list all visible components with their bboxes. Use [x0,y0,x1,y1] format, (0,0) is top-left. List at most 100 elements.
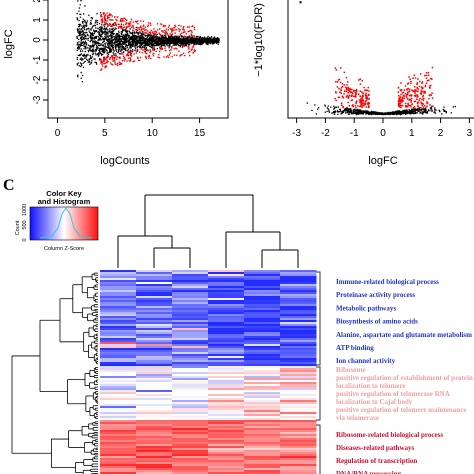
heatmap-cell [244,368,281,371]
heatmap-cell [136,344,173,347]
heatmap-cell [208,388,245,391]
heatmap-cell [208,390,245,393]
heatmap-cell [244,442,281,445]
heatmap-cell [280,402,317,405]
heatmap-cell [172,430,209,433]
heatmap-cell [136,270,173,273]
heatmap-cell [136,372,173,375]
heatmap-cell [100,294,137,297]
heatmap-cell [100,446,137,449]
heatmap-cell [280,420,317,423]
heatmap-cell [244,290,281,293]
heatmap-cell [136,392,173,395]
heatmap-cell [244,366,281,369]
heatmap-cell [136,316,173,319]
heatmap-cell [244,276,281,279]
heatmap-cell [136,354,173,357]
heatmap-cell [208,418,245,421]
heatmap-cell [244,470,281,473]
heatmap-cell [208,460,245,463]
heatmap-cell [208,274,245,277]
heatmap-cell [280,370,317,373]
heatmap-cell [280,454,317,457]
heatmap-cell [280,380,317,383]
heatmap-cell [100,392,137,395]
heatmap-cell [244,418,281,421]
heatmap-cell [208,470,245,473]
heatmap-cell [280,414,317,417]
heatmap-cell [208,426,245,429]
heatmap-cell [280,440,317,443]
heatmap-cell [172,280,209,283]
heatmap-cell [208,458,245,461]
heatmap-cell [280,436,317,439]
heatmap-cell [280,462,317,465]
heatmap-cell [244,428,281,431]
heatmap-cell [208,454,245,457]
heatmap-cell [280,288,317,291]
heatmap-cell [244,278,281,281]
heatmap-cell [136,440,173,443]
heatmap-cell [280,398,317,401]
row-dendrogram [11,272,98,474]
heatmap-cell [136,380,173,383]
heatmap-cell [280,466,317,469]
heatmap-cell [136,278,173,281]
heatmap-cell [172,468,209,471]
heatmap-cell [208,348,245,351]
heatmap-cell [100,332,137,335]
heatmap-cell [100,276,137,279]
heatmap-cell [280,316,317,319]
heatmap-cell [244,292,281,295]
volcano-y-axis-label: −1*log10(FDR) [253,3,265,77]
heatmap-cell [208,414,245,417]
heatmap-cell [280,336,317,339]
ma-plot-points [76,0,220,83]
heatmap-cell [208,326,245,329]
heatmap-cell [136,398,173,401]
heatmap-cell [208,382,245,385]
heatmap-cell [172,310,209,313]
color-key-tick-1000: 1000 [22,204,28,216]
heatmap-cell [244,294,281,297]
heatmap-cell [244,310,281,313]
heatmap-cell [208,318,245,321]
heatmap-cell [136,460,173,463]
heatmap-cell [172,470,209,473]
heatmap-cell [172,462,209,465]
heatmap-cell [244,318,281,321]
heatmap-cell [244,460,281,463]
cluster-brackets [316,271,321,474]
heatmap-cell [244,342,281,345]
heatmap-cell [100,286,137,289]
heatmap-cell [244,414,281,417]
heatmap-cell [100,338,137,341]
column-dendrogram [117,194,299,268]
heatmap-cell [100,344,137,347]
heatmap-cell [136,330,173,333]
heatmap-cell [172,290,209,293]
heatmap-cell [208,366,245,369]
heatmap-cell [100,404,137,407]
heatmap-cell [280,382,317,385]
heatmap-cell [136,444,173,447]
heatmap-cell [100,360,137,363]
heatmap-cell [136,448,173,451]
heatmap-cell [280,428,317,431]
heatmap-cell [244,452,281,455]
heatmap-cell [172,336,209,339]
heatmap-cell [208,358,245,361]
heatmap-cell [172,316,209,319]
heatmap-cell [172,400,209,403]
heatmap-cell [136,432,173,435]
heatmap-cell [208,408,245,411]
heatmap-cell [136,436,173,439]
heatmap-cell [172,284,209,287]
heatmap-cell [136,396,173,399]
heatmap-cell [100,354,137,357]
heatmap-cell [100,374,137,377]
heatmap-cell [280,432,317,435]
heatmap-cell [172,272,209,275]
heatmap-cell [172,428,209,431]
color-key: Color Key and Histogram Count 0 500 1000… [15,189,99,252]
